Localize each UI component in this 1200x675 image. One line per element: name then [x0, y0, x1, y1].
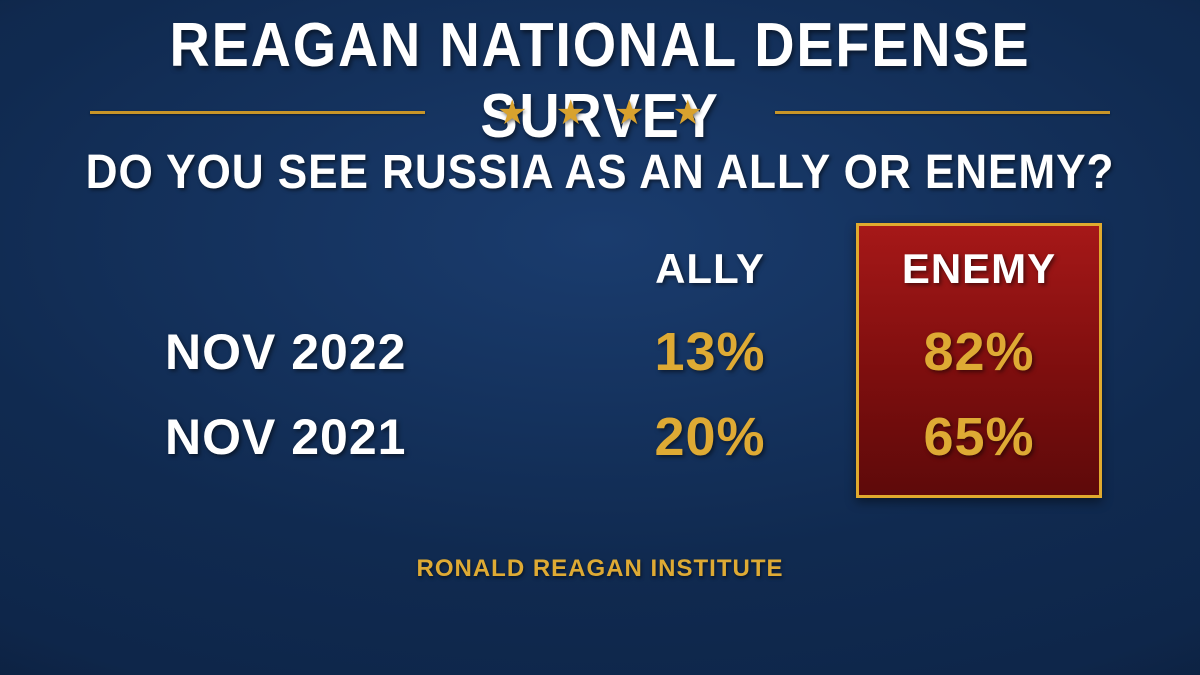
- source-attribution: RONALD REAGAN INSTITUTE: [0, 555, 1200, 583]
- star-icon: ★: [672, 93, 702, 133]
- title-divider: ★★★★: [90, 98, 1110, 128]
- cell-ally-1: 20%: [600, 406, 820, 468]
- divider-line-left: [90, 111, 425, 114]
- cell-ally-0: 13%: [600, 321, 820, 383]
- row-label-0: NOV 2022: [165, 323, 406, 381]
- column-header-enemy: ENEMY: [856, 245, 1102, 293]
- column-header-ally: ALLY: [600, 245, 820, 293]
- row-label-1: NOV 2021: [165, 408, 406, 466]
- divider-line-right: [775, 111, 1110, 114]
- divider-stars: ★ ★ ★ ★: [497, 93, 703, 133]
- cell-enemy-1: 65%: [856, 406, 1102, 468]
- star-icon: ★: [556, 93, 586, 133]
- survey-question: DO YOU SEE RUSSIA AS AN ALLY OR ENEMY?: [48, 145, 1152, 200]
- star-icon: ★: [614, 93, 644, 133]
- cell-enemy-0: 82%: [856, 321, 1102, 383]
- star-icon: ★: [497, 93, 527, 133]
